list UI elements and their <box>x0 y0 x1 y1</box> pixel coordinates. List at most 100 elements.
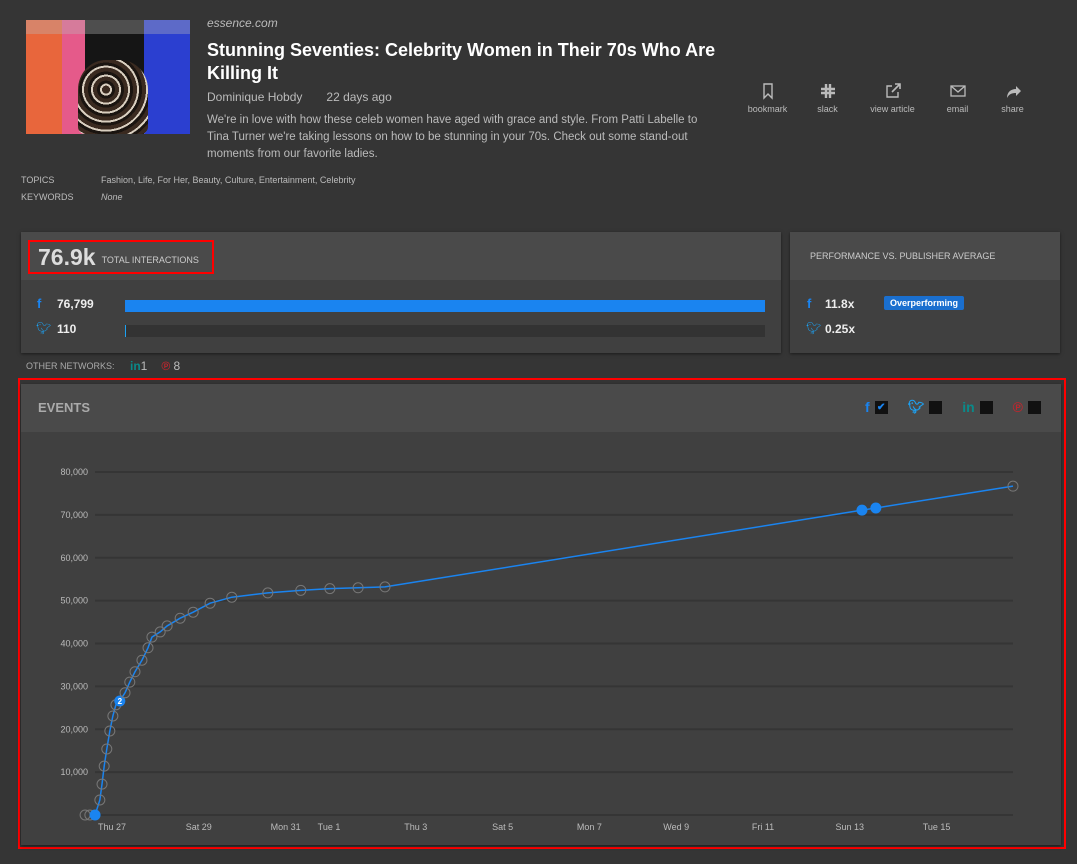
performance-panel: PERFORMANCE VS. PUBLISHER AVERAGE f 11.8… <box>790 232 1060 353</box>
article-meta: Dominique Hobdy 22 days ago <box>207 90 416 104</box>
events-panel: EVENTS f ✔ 🐦︎ in ℗ 10,000 20,000 30,000 40,0… <box>21 384 1061 845</box>
article-author: Dominique Hobdy <box>207 90 303 104</box>
data-point <box>136 654 148 666</box>
legend-linkedin-toggle[interactable]: in <box>962 399 993 415</box>
share-icon <box>1006 86 1021 98</box>
x-tick-label: Tue 1 <box>318 822 341 832</box>
total-interactions-value: 76.9k <box>38 243 96 270</box>
total-interactions-label: TOTAL INTERACTIONS <box>101 255 199 265</box>
other-networks: in1 ℗ 8 <box>130 359 180 373</box>
pinterest-checkbox[interactable] <box>1028 400 1041 414</box>
facebook-series-line <box>94 485 1014 816</box>
facebook-bar <box>125 300 765 312</box>
y-tick-label: 40,000 <box>60 639 88 649</box>
events-title: EVENTS <box>38 400 91 415</box>
y-tick-label: 50,000 <box>60 596 88 606</box>
article-description: We're in love with how these celeb women… <box>207 114 698 160</box>
overperforming-badge: Overperforming <box>884 296 965 310</box>
data-point <box>174 612 186 624</box>
x-tick-label: Fri 11 <box>752 822 774 832</box>
event-marker <box>114 695 126 707</box>
data-point <box>154 626 166 638</box>
twitter-count: 110 <box>57 322 77 336</box>
keywords-value: None <box>101 192 123 202</box>
data-point <box>96 778 108 790</box>
data-point <box>1007 480 1019 492</box>
event-marker <box>856 504 868 516</box>
twitter-icon: 🐦︎ <box>806 321 822 335</box>
events-highlight <box>18 378 1066 849</box>
x-tick-label: Mon 7 <box>577 822 602 832</box>
article-actions: bookmark slack view article email share <box>740 82 1035 114</box>
legend-facebook-toggle[interactable]: f ✔ <box>865 399 888 415</box>
pinterest-icon: ℗ <box>1012 399 1023 415</box>
twitter-bar <box>125 325 765 337</box>
total-interactions: 76.9k TOTAL INTERACTIONS <box>28 240 214 274</box>
x-tick-label: Thu 27 <box>98 822 126 832</box>
data-point <box>104 725 116 737</box>
y-tick-label: 10,000 <box>60 767 88 777</box>
x-tick-label: Sat 29 <box>186 822 212 832</box>
topics-label: TOPICS <box>21 175 55 185</box>
data-point <box>98 760 110 772</box>
data-point <box>204 597 216 609</box>
pinterest-count: ℗ 8 <box>161 359 181 373</box>
data-point <box>295 584 307 596</box>
data-point <box>94 794 106 806</box>
bookmark-button[interactable]: bookmark <box>740 82 795 114</box>
pinterest-icon: ℗ <box>161 359 171 373</box>
data-point <box>262 587 274 599</box>
facebook-checkbox[interactable]: ✔ <box>874 400 888 414</box>
slack-button[interactable]: slack <box>795 82 860 114</box>
y-tick-label: 30,000 <box>60 681 88 691</box>
events-chart[interactable]: 10,000 20,000 30,000 40,000 50,000 60,000 70,0… <box>21 432 1061 845</box>
article-age: 22 days ago <box>326 90 392 104</box>
data-point <box>161 620 173 632</box>
data-point <box>129 666 141 678</box>
interactions-panel: 76.9k TOTAL INTERACTIONS f 76,799 🐦︎ 110 <box>21 232 781 353</box>
article-title[interactable]: Stunning Seventies: Celebrity Women in T… <box>207 40 716 83</box>
topics-value: Fashion, Life, For Her, Beauty, Culture,… <box>101 175 356 185</box>
twitter-icon: 🐦︎ <box>907 399 925 414</box>
facebook-performance: 11.8x <box>825 297 855 311</box>
y-tick-label: 20,000 <box>60 724 88 734</box>
twitter-performance: 0.25x <box>825 322 856 336</box>
x-tick-label: Tue 15 <box>923 822 951 832</box>
linkedin-icon: in <box>130 359 141 373</box>
keywords-label: KEYWORDS <box>21 192 74 202</box>
article-thumbnail <box>26 20 190 134</box>
slack-icon <box>820 84 835 98</box>
data-point <box>101 743 113 755</box>
data-point <box>119 687 131 699</box>
twitter-checkbox[interactable] <box>929 400 943 414</box>
data-point <box>124 676 136 688</box>
data-point <box>379 581 391 593</box>
x-tick-label: Sun 13 <box>836 822 865 832</box>
data-point <box>107 710 119 722</box>
y-tick-label: 80,000 <box>60 467 88 477</box>
x-tick-label: Sat 5 <box>492 822 513 832</box>
linkedin-checkbox[interactable] <box>979 400 993 414</box>
legend-twitter-toggle[interactable]: 🐦︎ <box>908 399 943 415</box>
linkedin-icon: in <box>962 399 975 415</box>
email-icon <box>949 85 966 97</box>
bookmark-icon <box>762 83 773 100</box>
facebook-icon: f <box>865 399 870 415</box>
data-point <box>142 642 154 654</box>
y-tick-label: 70,000 <box>60 510 88 520</box>
other-networks-label: OTHER NETWORKS: <box>26 361 115 371</box>
linkedin-count: in1 <box>130 359 148 373</box>
facebook-count: 76,799 <box>57 297 94 311</box>
events-legend: f ✔ 🐦︎ in ℗ <box>845 399 1041 415</box>
data-point <box>146 631 158 643</box>
view-article-button[interactable]: view article <box>860 82 925 114</box>
twitter-icon: 🐦︎ <box>36 321 52 335</box>
data-point <box>187 606 199 618</box>
event-count-label: 2 <box>118 697 123 706</box>
external-link-icon <box>885 83 901 98</box>
event-marker <box>89 809 101 821</box>
email-button[interactable]: email <box>925 82 990 114</box>
legend-pinterest-toggle[interactable]: ℗ <box>1013 399 1041 415</box>
x-tick-label: Thu 3 <box>404 822 427 832</box>
share-button[interactable]: share <box>990 82 1035 114</box>
